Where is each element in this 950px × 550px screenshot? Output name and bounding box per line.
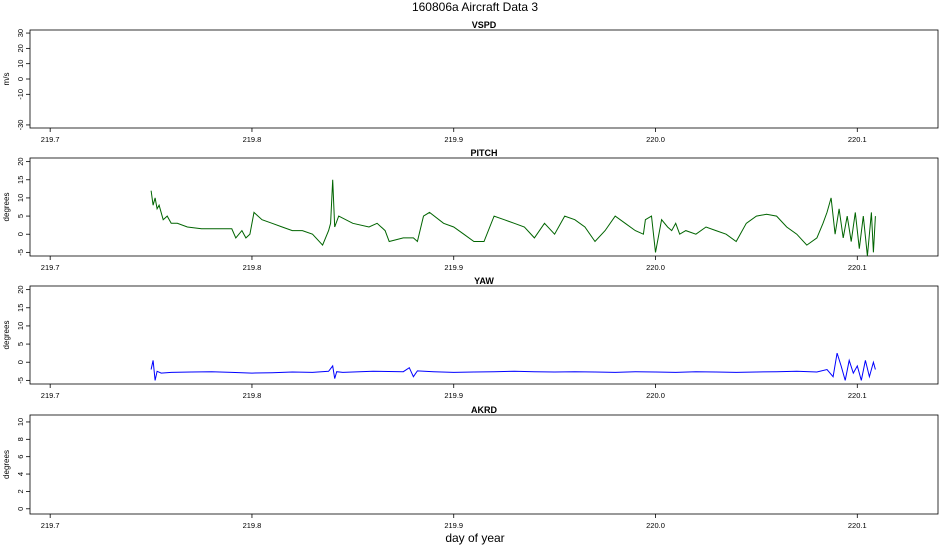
panel-1-x-tick-label: 220.0 bbox=[646, 263, 665, 272]
panel-0-x-tick-label: 220.0 bbox=[646, 135, 665, 144]
panel-1-x-tick-label: 219.8 bbox=[243, 263, 262, 272]
panel-3-x-tick-label: 219.8 bbox=[243, 521, 262, 530]
panel-3-x-tick-label: 220.0 bbox=[646, 521, 665, 530]
panel-1-y-tick-label: 5 bbox=[16, 214, 25, 218]
panel-0-title: VSPD bbox=[472, 20, 497, 30]
panel-3-x-tick-label: 220.1 bbox=[848, 521, 867, 530]
panel-0-frame bbox=[29, 29, 939, 129]
panel-3-y-tick-label: 2 bbox=[16, 489, 25, 493]
panel-0-y-tick-label: -30 bbox=[16, 120, 25, 131]
panel-1-x-tick-label: 219.9 bbox=[444, 263, 463, 272]
panel-2-x-tick-label: 220.0 bbox=[646, 391, 665, 400]
panel-2-y-axis-label: degrees bbox=[2, 321, 11, 350]
panel-2-y-tick-label: 5 bbox=[16, 342, 25, 346]
panel-0-x-tick-label: 219.9 bbox=[444, 135, 463, 144]
panel-3-x-tick-label: 219.7 bbox=[41, 521, 60, 530]
panel-2-frame bbox=[29, 285, 939, 385]
panel-3-frame bbox=[29, 414, 939, 515]
panel-0-x-tick-label: 219.7 bbox=[41, 135, 60, 144]
panel-1-x-tick-label: 219.7 bbox=[41, 263, 60, 272]
panel-3-y-axis-label: degrees bbox=[2, 450, 11, 479]
panel-0-x-tick-label: 219.8 bbox=[243, 135, 262, 144]
panel-2-title: YAW bbox=[474, 276, 494, 286]
panel-0-y-axis-label: m/s bbox=[2, 73, 11, 86]
panel-3-y-tick-label: 0 bbox=[16, 507, 25, 511]
panel-1-title: PITCH bbox=[471, 148, 498, 158]
panel-2-y-tick-label: -5 bbox=[16, 377, 25, 384]
panel-1-series-line bbox=[150, 179, 876, 257]
panel-2-x-tick-label: 219.9 bbox=[444, 391, 463, 400]
panel-2-series-line bbox=[150, 352, 876, 381]
panel-0-y-tick-label: 20 bbox=[16, 44, 25, 52]
x-axis-label: day of year bbox=[445, 531, 505, 545]
panel-1-y-tick-label: 0 bbox=[16, 232, 25, 236]
panel-1-y-tick-label: 15 bbox=[16, 176, 25, 184]
panel-3-title: AKRD bbox=[471, 405, 497, 415]
panel-2-x-tick-label: 219.8 bbox=[243, 391, 262, 400]
panel-2-y-tick-label: 10 bbox=[16, 322, 25, 330]
panel-1-y-axis-label: degrees bbox=[2, 193, 11, 222]
panel-0-y-tick-label: 30 bbox=[16, 29, 25, 37]
panel-2-x-tick-label: 220.1 bbox=[848, 391, 867, 400]
panel-1-y-tick-label: -5 bbox=[16, 249, 25, 256]
panel-2-y-tick-label: 15 bbox=[16, 304, 25, 312]
panel-0-x-tick-label: 220.1 bbox=[848, 135, 867, 144]
panel-1-x-tick-label: 220.1 bbox=[848, 263, 867, 272]
panel-1-y-tick-label: 10 bbox=[16, 194, 25, 202]
panel-0-y-tick-label: -10 bbox=[16, 89, 25, 100]
panel-3-y-tick-label: 4 bbox=[16, 472, 25, 476]
panel-1-y-tick-label: 20 bbox=[16, 157, 25, 165]
panel-0-y-tick-label: 0 bbox=[16, 77, 25, 81]
panel-2-x-tick-label: 219.7 bbox=[41, 391, 60, 400]
panel-0-y-tick-label: 10 bbox=[16, 60, 25, 68]
panel-2-y-tick-label: 20 bbox=[16, 285, 25, 293]
panel-3-x-tick-label: 219.9 bbox=[444, 521, 463, 530]
panel-1-frame bbox=[29, 157, 939, 257]
panel-3-y-tick-label: 8 bbox=[16, 437, 25, 441]
figure-title: 160806a Aircraft Data 3 bbox=[411, 0, 539, 14]
panel-2-y-tick-label: 0 bbox=[16, 360, 25, 364]
panel-3-y-tick-label: 6 bbox=[16, 455, 25, 459]
panel-3-y-tick-label: 10 bbox=[16, 418, 25, 426]
